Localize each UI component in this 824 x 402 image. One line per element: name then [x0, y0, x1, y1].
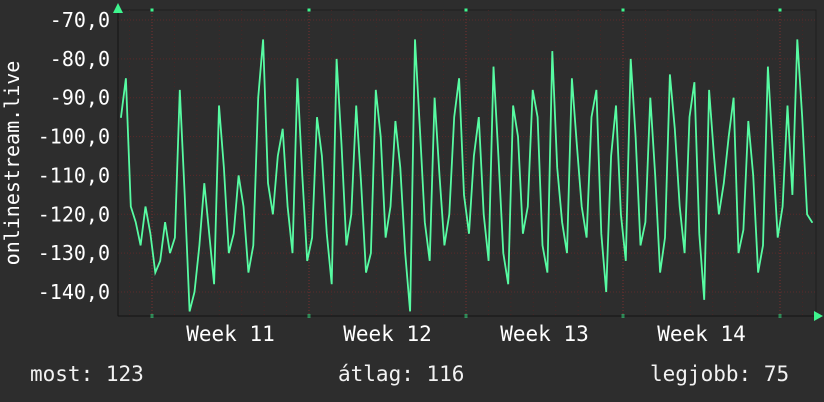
stat-average: átlag: 116	[338, 362, 464, 386]
x-tick-label: Week 14	[657, 322, 746, 346]
grid-marker	[464, 8, 468, 12]
data-series-line	[120, 39, 813, 312]
chart-canvas: -70,0 -80,0 -90,0 -100,0 -110,0 -120,0 -130,0 -…	[38, 3, 823, 346]
y-tick-label: -100,0	[38, 125, 110, 149]
y-axis-arrow	[113, 3, 123, 13]
grid-marker	[621, 8, 625, 12]
y-tick-label: -130,0	[38, 241, 110, 265]
y-tick-label: -80,0	[50, 47, 110, 71]
stat-current-label: most:	[30, 362, 94, 386]
y-tick-label: -140,0	[38, 280, 110, 304]
stat-best-value: 75	[763, 362, 790, 386]
stat-best: legjobb: 75	[650, 362, 789, 386]
stat-average-value: 116	[426, 362, 465, 386]
x-tick-label: Week 11	[186, 322, 275, 346]
x-tick-label: Week 13	[500, 322, 589, 346]
stats-row: most: 123 átlag: 116 legjobb: 75	[0, 362, 824, 392]
x-axis-arrow	[814, 311, 823, 321]
y-tick-label: -120,0	[38, 202, 110, 226]
y-tick-label: -90,0	[50, 86, 110, 110]
y-tick-label: -70,0	[50, 8, 110, 32]
grid-marker	[778, 8, 782, 12]
stat-current: most: 123	[30, 362, 144, 386]
y-tick-label: -110,0	[38, 163, 110, 187]
stat-best-label: legjobb:	[650, 362, 752, 386]
stat-average-label: átlag:	[338, 362, 414, 386]
x-tick-label: Week 12	[343, 322, 432, 346]
grid-marker	[150, 8, 154, 12]
grid-marker	[307, 8, 311, 12]
stat-current-value: 123	[105, 362, 144, 386]
